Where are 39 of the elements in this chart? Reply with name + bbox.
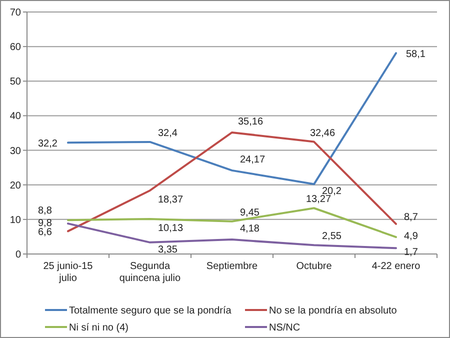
data-label: 9,45	[240, 207, 260, 218]
line-series	[67, 52, 397, 186]
x-tick-label: 4-22 enero	[372, 261, 421, 272]
line-series	[67, 131, 397, 232]
data-label: 9,8	[38, 218, 52, 230]
data-label: 35,16	[238, 116, 264, 128]
legend-label: NS/NC	[269, 322, 300, 334]
data-label: 13,27	[306, 194, 332, 206]
legend-label: No se la pondría en absoluto	[269, 306, 398, 316]
x-tick-label: Octubre	[296, 261, 332, 272]
x-tick-label: 25 junio-15 julio	[43, 261, 94, 284]
data-label: 32,2	[38, 138, 58, 150]
data-label: 8,8	[38, 206, 52, 217]
y-tick-label: 40	[10, 111, 22, 122]
y-tick-label: 50	[10, 76, 22, 88]
y-tick-label: 30	[10, 146, 22, 157]
data-label: 32,46	[310, 128, 336, 139]
data-label: 4,18	[240, 224, 260, 235]
y-tick-label: 0	[15, 250, 22, 260]
data-label: 4,9	[404, 231, 418, 242]
y-tick-label: 60	[10, 42, 22, 54]
x-tick-label: Segunda quincena julio	[119, 261, 182, 284]
data-label: 3,35	[158, 244, 178, 256]
legend-label: Totalmente seguro que se la pondría	[69, 306, 232, 316]
data-label: 2,55	[322, 231, 342, 242]
data-label: 6,6	[38, 227, 52, 238]
legend-label: Ni sí ni no (4)	[69, 322, 128, 334]
y-tick-label: 20	[10, 180, 22, 192]
y-tick-label: 10	[10, 214, 22, 226]
data-label: 58,1	[406, 49, 426, 60]
data-label: 1,7	[404, 247, 418, 258]
data-label: 24,17	[240, 154, 266, 166]
data-label: 32,4	[158, 128, 178, 139]
data-label: 10,13	[158, 222, 184, 234]
data-label: 18,37	[158, 194, 184, 206]
x-tick-label: Septiembre	[206, 261, 258, 272]
data-label: 8,7	[404, 212, 418, 223]
y-tick-label: 70	[10, 8, 22, 18]
line-series	[67, 207, 397, 238]
